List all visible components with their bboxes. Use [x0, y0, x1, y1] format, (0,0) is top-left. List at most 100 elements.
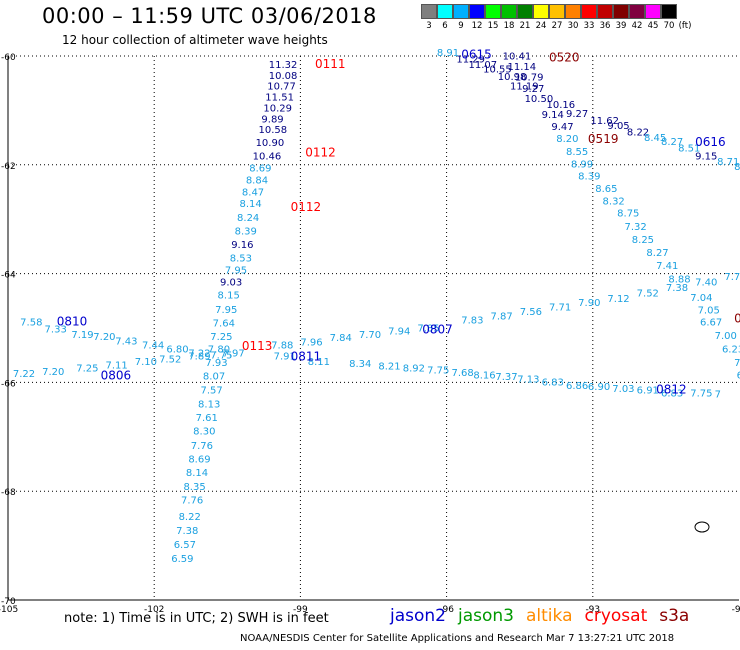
swh-value: 10.46 [253, 151, 282, 162]
swh-value: 7.94 [388, 327, 410, 338]
swh-value: 7.33 [45, 324, 67, 335]
swh-value: 8.91 [437, 48, 459, 59]
colorbar-swatch [581, 4, 597, 19]
swh-value: 6.23 [722, 344, 740, 355]
swh-value: 8.69 [249, 163, 271, 174]
swh-value: 10.55 [483, 64, 512, 75]
swh-value: 7.00 [715, 331, 737, 342]
swh-value: 9.27 [522, 84, 544, 95]
colorbar-label: 21 [519, 21, 531, 31]
colorbar-swatch [469, 4, 485, 19]
swh-value: 8.21 [378, 361, 400, 372]
time-label: 0520 [549, 50, 580, 64]
colorbar-label: 24 [535, 21, 547, 31]
colorbar-swatch [565, 4, 581, 19]
colorbar-label: 30 [567, 21, 579, 31]
swh-value: 8.45 [644, 133, 666, 144]
legend-item-s3a: s3a [659, 606, 690, 626]
colorbar-label: 18 [503, 21, 515, 31]
colorbar-label: 27 [551, 21, 563, 31]
satellite-legend: jason2 jason3 altika cryosat s3a [390, 606, 701, 626]
lat-tick-label: -64 [1, 271, 16, 281]
colorbar-swatch [453, 4, 469, 19]
swh-value: 6.83 [542, 378, 564, 389]
swh-colorbar: 3 6 9 12 15 18 21 24 27 30 33 36 39 42 45 70 (ft) [421, 4, 693, 31]
swh-value: 6.86 [566, 381, 588, 392]
swh-value: 8.65 [595, 184, 617, 195]
swh-value: 8.27 [661, 137, 683, 148]
lon-tick-label: -93 [585, 605, 600, 615]
time-label: 0113 [242, 339, 273, 353]
colorbar-labels: 3 6 9 12 15 18 21 24 27 30 33 36 39 42 45 70 (ft) [421, 19, 693, 31]
page-title: 00:00 – 11:59 UTC 03/06/2018 [42, 4, 377, 28]
swh-value: 7.56 [520, 307, 542, 318]
time-label: 0807 [422, 322, 453, 336]
swh-value: 7.64 [213, 318, 235, 329]
swh-value: 7.20 [93, 332, 115, 343]
colorbar-swatch [501, 4, 517, 19]
swh-value: 10.79 [515, 72, 544, 83]
colorbar-swatch [613, 4, 629, 19]
swh-value: 7.57 [200, 385, 222, 396]
swh-value: 7.83 [461, 316, 483, 327]
swh-value: 6.59 [171, 554, 193, 565]
swh-value: 9.16 [231, 240, 253, 251]
swh-value: 7.38 [176, 526, 198, 537]
swh-value: 8.16 [473, 371, 495, 382]
swh-value: 7.93 [205, 358, 227, 369]
lat-tick-label: -70 [1, 597, 16, 607]
time-label: 0810 [57, 314, 88, 328]
colorbar-label: 36 [599, 21, 611, 31]
swh-value: 8.07 [203, 372, 225, 383]
swh-value: 7.95 [225, 266, 247, 277]
swh-value: 8.32 [603, 197, 625, 208]
swh-value: 7.75 [210, 350, 232, 361]
colorbar-swatch [421, 4, 437, 19]
swh-value: 9.03 [220, 278, 242, 289]
colorbar-label: 6 [442, 21, 448, 31]
swh-value: 11.51 [265, 93, 294, 104]
swh-value: 11.32 [269, 60, 298, 71]
swh-value: 11.14 [508, 62, 537, 73]
swh-value: 8.15 [218, 291, 240, 302]
swh-value: 10.41 [503, 51, 532, 62]
footer-credit: NOAA/NESDIS Center for Satellite Applica… [240, 633, 675, 644]
colorbar-swatch [645, 4, 661, 19]
swh-value: 9.47 [551, 122, 573, 133]
lon-tick-label: -90 [732, 605, 740, 615]
swh-value: 11.62 [590, 116, 619, 127]
legend-item-jason2: jason2 [390, 606, 446, 626]
swh-value: 9.89 [261, 114, 283, 125]
lat-tick-label: -66 [1, 379, 16, 389]
swh-value: 10.29 [263, 103, 292, 114]
swh-value: 7.87 [490, 311, 512, 322]
colorbar-swatch [661, 4, 677, 19]
swh-value: 8.53 [230, 254, 252, 265]
swh-value: 7.71 [549, 303, 571, 314]
swh-value: 7.52 [159, 354, 181, 365]
colorbar-swatch [533, 4, 549, 19]
swh-value: 10.90 [256, 138, 285, 149]
lon-tick-label: -99 [293, 605, 308, 615]
colorbar-swatch [517, 4, 533, 19]
colorbar-label: 39 [615, 21, 627, 31]
time-label: 0811 [291, 350, 322, 364]
time-label: 0615 [461, 48, 492, 62]
lon-tick-label: -96 [439, 605, 454, 615]
swh-value: 7.84 [330, 333, 352, 344]
note-text: note: 1) Time is in UTC; 2) SWH is in fe… [64, 611, 329, 626]
swh-value: 8.22 [627, 127, 649, 138]
swh-value: 7.10 [135, 357, 157, 368]
swh-value: 8.14 [239, 199, 261, 210]
colorbar-label: 45 [647, 21, 659, 31]
legend-item-jason3: jason3 [458, 606, 514, 626]
swh-value: 8.51 [678, 144, 700, 155]
time-label: 05 [734, 312, 740, 326]
swh-value: 7.58 [20, 317, 42, 328]
swh-value: 7.43 [115, 336, 137, 347]
colorbar-swatch [629, 4, 645, 19]
swh-value: 7.37 [495, 372, 517, 383]
colorbar-label: 15 [487, 21, 499, 31]
swh-value: 7.04 [690, 293, 712, 304]
